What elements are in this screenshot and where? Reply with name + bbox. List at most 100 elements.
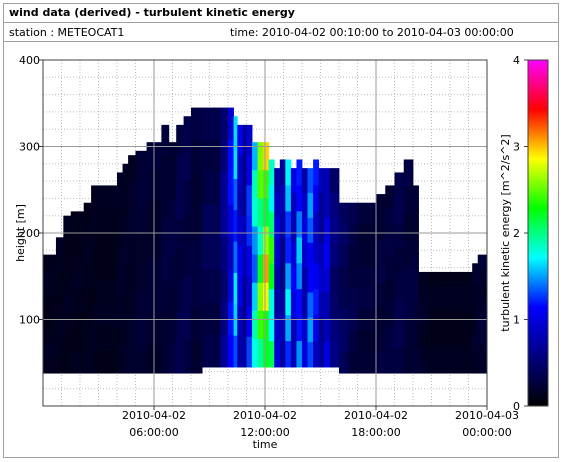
heatmap-cell	[191, 140, 203, 175]
heatmap-cell	[202, 107, 221, 141]
heatmap-cell	[348, 309, 358, 331]
heatmap-cell	[237, 245, 244, 277]
heatmap-cell	[307, 192, 314, 219]
heatmap-cell	[183, 148, 192, 181]
heatmap-cell	[285, 289, 292, 316]
heatmap-cell	[394, 297, 405, 324]
heatmap-cell	[242, 215, 247, 247]
heatmap-cell	[296, 289, 303, 316]
heatmap-cell	[313, 211, 320, 238]
heatmap-cell	[135, 289, 147, 318]
heatmap-cell	[96, 326, 118, 351]
heatmap-cell	[176, 217, 184, 250]
heatmap-cell	[237, 124, 244, 156]
heatmap-cell	[290, 192, 297, 219]
colorbar-tick-label: 3	[513, 141, 520, 154]
x-tick-label-date: 2010-04-02	[122, 409, 186, 422]
heatmap-cell	[296, 263, 303, 290]
heatmap-cell	[168, 344, 177, 374]
heatmap-cell	[290, 242, 297, 268]
heatmap-cell	[348, 351, 358, 374]
heatmap-cell	[329, 317, 340, 343]
colorbar	[527, 59, 549, 407]
y-tick-label: 100	[19, 314, 40, 327]
heatmap-cell	[339, 202, 349, 225]
heatmap-cell	[307, 267, 314, 293]
heatmap-cell	[91, 208, 98, 233]
heatmap-cell	[43, 284, 57, 300]
heatmap-cell	[279, 341, 286, 368]
heatmap-cell	[117, 247, 123, 274]
heatmap-cell	[55, 356, 64, 374]
heatmap-cell	[268, 185, 275, 212]
heatmap-cell	[302, 342, 308, 368]
heatmap-cell	[302, 267, 308, 293]
heatmap-cell	[96, 302, 118, 327]
heatmap-cell	[385, 185, 395, 210]
heatmap-cell	[290, 168, 297, 194]
heatmap-cell	[285, 263, 292, 290]
heatmap-cell	[117, 348, 123, 374]
heatmap-cell	[63, 215, 72, 236]
heatmap-cell	[324, 317, 331, 343]
heatmap-cell	[313, 315, 320, 342]
heatmap-cell	[348, 224, 358, 246]
heatmap-cell	[285, 341, 292, 368]
heatmap-cell	[257, 254, 264, 284]
heatmap-cell	[122, 163, 129, 191]
heatmap-cell	[427, 335, 473, 349]
heatmap-cell	[183, 308, 192, 342]
heatmap-cell	[168, 286, 177, 316]
heatmap-cell	[413, 279, 419, 304]
heatmap-cell	[477, 313, 488, 330]
heatmap-cell	[168, 257, 177, 287]
heatmap-cell	[202, 204, 221, 238]
heatmap-cell	[55, 288, 64, 306]
heatmap-cell	[191, 107, 203, 142]
heatmap-cell	[96, 232, 118, 257]
heatmap-cell	[418, 297, 429, 311]
heatmap-cell	[263, 226, 270, 256]
heatmap-cell	[91, 232, 98, 257]
heatmap-cell	[302, 217, 308, 244]
heatmap-cell	[477, 299, 488, 315]
heatmap-cell	[117, 222, 123, 249]
heatmap-cell	[274, 217, 281, 244]
heatmap-cell	[394, 348, 405, 374]
heatmap-cell	[274, 168, 281, 194]
heatmap-cell	[472, 290, 479, 305]
heatmap-cell	[268, 263, 275, 290]
heatmap-cell	[324, 217, 331, 244]
heatmap-cell	[279, 211, 286, 238]
heatmap-cell	[161, 311, 170, 343]
heatmap-cell	[263, 282, 270, 312]
heatmap-cell	[128, 155, 136, 183]
heatmap-cell	[279, 185, 286, 212]
heatmap-cell	[263, 254, 270, 284]
heatmap-cell	[274, 267, 281, 293]
heatmap-cell	[357, 266, 377, 289]
heatmap-cell	[324, 267, 331, 293]
heatmap-cell	[296, 211, 303, 238]
heatmap-cell	[70, 231, 85, 253]
time-range-label: time: 2010-04-02 00:10:00 to 2010-04-03 …	[230, 26, 514, 39]
heatmap-cell	[403, 159, 414, 187]
x-tick-label-time: 00:00:00	[462, 426, 511, 439]
heatmap-cell	[329, 342, 340, 368]
heatmap-cell	[228, 302, 234, 336]
heatmap-cell	[339, 309, 349, 331]
heatmap-cell	[348, 202, 358, 225]
heatmap-cell	[122, 242, 129, 269]
heatmap-cell	[339, 224, 349, 246]
heatmap-cell	[285, 211, 292, 238]
heatmap-cell	[122, 294, 129, 322]
heatmap-cell	[183, 276, 192, 310]
heatmap-cell	[472, 277, 479, 292]
heatmap-cell	[279, 237, 286, 264]
heatmap-cell	[237, 185, 244, 217]
heatmap-cell	[233, 147, 238, 180]
heatmap-cell	[413, 255, 419, 280]
heatmap-cell	[376, 283, 386, 307]
heatmap-cell	[290, 217, 297, 244]
